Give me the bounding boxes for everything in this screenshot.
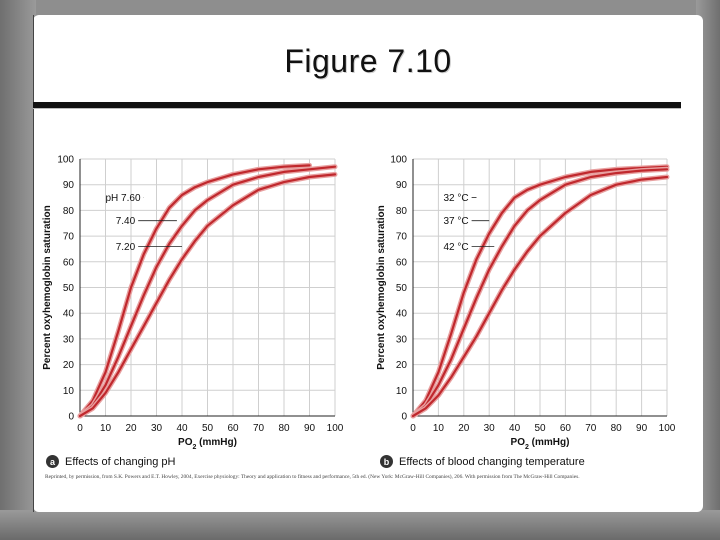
chart-a-ytick-label: 40 <box>63 309 75 320</box>
chart-b-series-1-line <box>411 168 669 418</box>
chart-a-series-0-line <box>78 164 311 418</box>
title-rule <box>33 102 681 108</box>
chart-b-xtick-label: 0 <box>410 423 416 434</box>
chart-a-ytick-label: 80 <box>63 206 75 217</box>
caption-a: a Effects of changing pH <box>46 455 175 468</box>
chart-b-xlabel: PO2 (mmHg) <box>511 437 570 451</box>
chart-b-series-label-0: 32 °C <box>443 193 468 204</box>
chart-b-ytick-label: 50 <box>396 283 408 294</box>
frame-left <box>0 0 36 540</box>
caption-b-text: Effects of blood changing temperature <box>399 455 585 468</box>
panel-a-badge: a <box>46 455 59 468</box>
chart-b-xtick-label: 40 <box>509 423 521 434</box>
chart-a-xlabel: PO2 (mmHg) <box>178 437 237 451</box>
chart-a-xtick-label: 90 <box>304 423 316 434</box>
chart-b-xtick-label: 10 <box>433 423 445 434</box>
chart-a-series-label-2: 7.20 <box>116 242 136 253</box>
figure-credit: Reprinted, by permission, from S.K. Powe… <box>45 474 580 480</box>
chart-a-xtick-label: 80 <box>278 423 290 434</box>
frame-bottom <box>0 510 720 540</box>
chart-b-series-0-line <box>411 165 669 418</box>
chart-a-xtick-label: 50 <box>202 423 214 434</box>
chart-a-ytick-label: 70 <box>63 232 75 243</box>
caption-b: b Effects of blood changing temperature <box>380 455 585 468</box>
slide-title: Figure 7.10 <box>284 43 452 79</box>
chart-b-ytick-label: 20 <box>396 360 408 371</box>
chart-a-ytick-label: 20 <box>63 360 75 371</box>
chart-b-series-2-line <box>411 175 669 418</box>
chart-a-xtick-label: 20 <box>125 423 137 434</box>
chart-a-xtick-label: 70 <box>253 423 265 434</box>
chart-a-ytick-label: 60 <box>63 257 75 268</box>
chart-a-ytick-label: 90 <box>63 180 75 191</box>
chart-b-ytick-label: 40 <box>396 309 408 320</box>
chart-a-xtick-label: 40 <box>176 423 188 434</box>
chart-a-xtick-label: 10 <box>100 423 112 434</box>
panel-b-badge: b <box>380 455 393 468</box>
chart-b-series-label-1: 37 °C <box>443 216 468 227</box>
chart-a-xtick-label: 0 <box>77 423 83 434</box>
chart-a-xtick-label: 60 <box>227 423 239 434</box>
chart-b-ytick-label: 80 <box>396 206 408 217</box>
chart-a-ylabel: Percent oxyhemoglobin saturation <box>42 205 53 369</box>
caption-a-text: Effects of changing pH <box>65 455 176 468</box>
chart-b-xtick-label: 20 <box>458 423 470 434</box>
chart-a-xtick-label: 30 <box>151 423 163 434</box>
chart-b-ytick-label: 10 <box>396 386 408 397</box>
slide: Figure 7.10 0 10 20 30 40 50 60 70 80 90 100 0 10 20 3… <box>33 15 703 512</box>
chart-b-series-label-2: 42 °C <box>443 242 468 253</box>
chart-a-series-1-line <box>78 165 337 418</box>
chart-b-xtick-label: 50 <box>534 423 546 434</box>
chart-b-ylabel: Percent oxyhemoglobin saturation <box>376 205 387 369</box>
chart-b-ytick-label: 0 <box>401 412 407 423</box>
chart-b-xtick-label: 90 <box>636 423 648 434</box>
chart-b-ytick-label: 90 <box>396 180 408 191</box>
chart-a-series-label-0: pH 7.60 <box>106 193 141 204</box>
chart-a-series-label-1: 7.40 <box>116 216 136 227</box>
chart-b-xtick-label: 70 <box>585 423 597 434</box>
slide-left-border <box>33 15 34 512</box>
chart-a-ytick-label: 10 <box>63 386 75 397</box>
chart-b-ytick-label: 70 <box>396 232 408 243</box>
chart-b-ytick-label: 100 <box>390 155 407 166</box>
title-rule-shadow <box>33 108 681 109</box>
chart-b-xtick-label: 30 <box>484 423 496 434</box>
chart-b-xtick-label: 60 <box>560 423 572 434</box>
chart-b-xtick-label: 100 <box>659 423 676 434</box>
chart-a-xtick-label: 100 <box>327 423 344 434</box>
chart-a-ytick-label: 30 <box>63 334 75 345</box>
chart-b-ytick-label: 30 <box>396 334 408 345</box>
chart-a-series-2-line <box>78 173 337 418</box>
chart-a-ytick-label: 0 <box>68 412 74 423</box>
chart-b-xtick-label: 80 <box>611 423 623 434</box>
chart-a-ytick-label: 100 <box>57 155 74 166</box>
chart-a-ytick-label: 50 <box>63 283 75 294</box>
chart-b-ytick-label: 60 <box>396 257 408 268</box>
